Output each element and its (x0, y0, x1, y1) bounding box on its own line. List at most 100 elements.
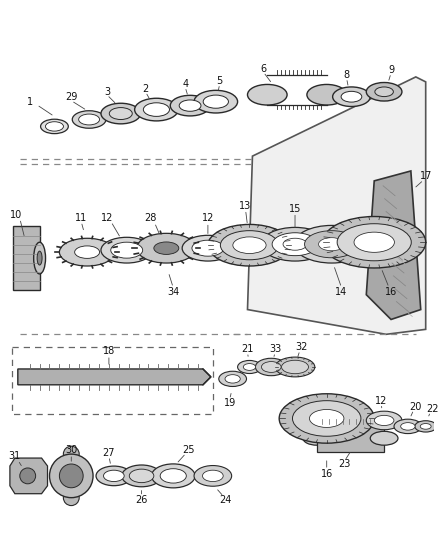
Ellipse shape (394, 419, 422, 433)
Ellipse shape (243, 364, 256, 370)
Text: 27: 27 (102, 448, 115, 458)
Circle shape (60, 464, 83, 488)
Text: 17: 17 (420, 171, 432, 181)
Polygon shape (247, 77, 426, 334)
Ellipse shape (304, 231, 359, 258)
Text: 33: 33 (269, 344, 281, 354)
Text: 5: 5 (217, 76, 223, 86)
Ellipse shape (307, 84, 346, 105)
Ellipse shape (46, 122, 64, 131)
Circle shape (64, 446, 79, 462)
Text: 2: 2 (142, 84, 148, 94)
Ellipse shape (203, 95, 229, 108)
Text: 19: 19 (223, 398, 236, 408)
Text: 9: 9 (388, 65, 394, 75)
Ellipse shape (220, 231, 279, 260)
Ellipse shape (194, 90, 237, 113)
Ellipse shape (337, 224, 411, 261)
Ellipse shape (272, 233, 318, 256)
Text: 13: 13 (240, 200, 252, 211)
Text: 12: 12 (101, 214, 113, 223)
Ellipse shape (275, 357, 315, 377)
Text: 34: 34 (167, 287, 180, 297)
Text: 30: 30 (65, 445, 78, 455)
Ellipse shape (375, 87, 393, 96)
Text: 11: 11 (75, 214, 87, 223)
Ellipse shape (222, 231, 277, 259)
Ellipse shape (122, 465, 161, 487)
Text: 12: 12 (375, 395, 387, 406)
Text: 21: 21 (241, 344, 254, 354)
Text: 20: 20 (410, 401, 422, 411)
Text: 22: 22 (426, 403, 438, 414)
Polygon shape (18, 369, 211, 385)
Ellipse shape (110, 108, 132, 119)
Text: 8: 8 (343, 70, 350, 80)
Ellipse shape (341, 91, 362, 102)
Ellipse shape (261, 228, 328, 261)
Circle shape (64, 490, 79, 506)
Text: 16: 16 (321, 469, 333, 479)
Ellipse shape (143, 103, 170, 116)
Text: 29: 29 (65, 92, 78, 102)
Ellipse shape (208, 224, 291, 266)
Ellipse shape (194, 465, 232, 486)
Ellipse shape (154, 242, 179, 254)
Ellipse shape (170, 95, 210, 116)
Text: 25: 25 (182, 445, 194, 455)
Ellipse shape (192, 240, 224, 256)
Text: 28: 28 (144, 214, 157, 223)
Ellipse shape (247, 84, 287, 105)
Ellipse shape (111, 242, 143, 258)
Ellipse shape (354, 232, 394, 252)
Ellipse shape (401, 423, 415, 430)
Ellipse shape (41, 119, 68, 134)
Text: 4: 4 (182, 79, 188, 89)
Ellipse shape (34, 242, 46, 274)
Ellipse shape (308, 232, 355, 256)
Ellipse shape (160, 469, 186, 483)
Text: 18: 18 (103, 346, 115, 356)
Text: 1: 1 (27, 96, 33, 107)
Ellipse shape (233, 237, 266, 254)
Polygon shape (366, 171, 421, 319)
Ellipse shape (283, 238, 307, 250)
Ellipse shape (293, 401, 361, 436)
Ellipse shape (273, 233, 317, 255)
Ellipse shape (72, 111, 106, 128)
Ellipse shape (366, 411, 402, 430)
Ellipse shape (370, 431, 398, 445)
Ellipse shape (101, 103, 141, 124)
Text: 14: 14 (336, 287, 348, 297)
Ellipse shape (103, 470, 124, 482)
Ellipse shape (323, 216, 426, 268)
Text: 23: 23 (338, 459, 351, 469)
Text: 26: 26 (135, 495, 148, 505)
Ellipse shape (60, 238, 115, 266)
Text: 6: 6 (260, 64, 266, 74)
Ellipse shape (374, 415, 394, 425)
Polygon shape (13, 227, 39, 290)
Text: 32: 32 (296, 342, 308, 352)
Ellipse shape (225, 375, 240, 383)
Ellipse shape (202, 470, 223, 482)
Circle shape (49, 454, 93, 498)
Ellipse shape (294, 225, 369, 263)
Text: 31: 31 (9, 451, 21, 461)
Ellipse shape (79, 114, 99, 125)
Ellipse shape (101, 237, 152, 263)
Ellipse shape (129, 469, 154, 483)
Text: 15: 15 (289, 204, 301, 214)
Ellipse shape (37, 251, 42, 265)
Ellipse shape (420, 424, 431, 429)
Ellipse shape (341, 225, 408, 259)
Ellipse shape (415, 421, 437, 432)
Text: 16: 16 (385, 287, 397, 297)
Ellipse shape (152, 464, 195, 488)
Text: 3: 3 (104, 87, 110, 97)
Ellipse shape (310, 409, 344, 427)
Ellipse shape (134, 98, 178, 121)
Polygon shape (10, 458, 47, 494)
Ellipse shape (137, 233, 196, 263)
Ellipse shape (303, 431, 331, 445)
